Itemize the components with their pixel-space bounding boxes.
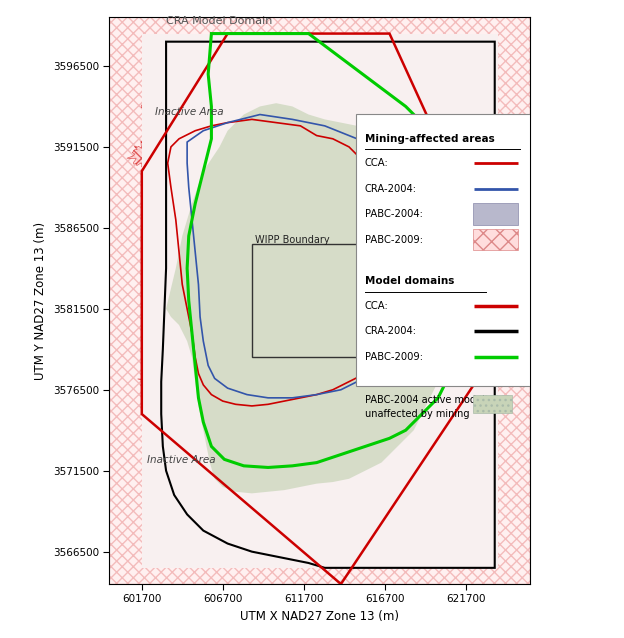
- Polygon shape: [213, 138, 319, 202]
- Polygon shape: [295, 331, 322, 352]
- Polygon shape: [212, 164, 261, 198]
- FancyBboxPatch shape: [473, 395, 512, 413]
- Text: Inactive Area: Inactive Area: [147, 455, 215, 464]
- Polygon shape: [166, 103, 470, 493]
- Polygon shape: [364, 348, 413, 383]
- Polygon shape: [323, 214, 424, 287]
- Text: PABC-2009:: PABC-2009:: [365, 235, 423, 244]
- X-axis label: UTM X NAD27 Zone 13 (m): UTM X NAD27 Zone 13 (m): [240, 610, 399, 623]
- Polygon shape: [203, 229, 271, 278]
- Polygon shape: [142, 34, 498, 568]
- Polygon shape: [338, 414, 376, 444]
- Polygon shape: [248, 244, 272, 260]
- Polygon shape: [355, 175, 386, 199]
- Polygon shape: [221, 274, 334, 354]
- Text: PABC-2004:: PABC-2004:: [365, 209, 423, 219]
- Text: Model domains: Model domains: [365, 276, 454, 286]
- Polygon shape: [475, 341, 497, 358]
- Text: CRA-2004:: CRA-2004:: [365, 326, 417, 336]
- Polygon shape: [144, 195, 168, 212]
- Text: CRA Model Domain: CRA Model Domain: [166, 16, 273, 26]
- Polygon shape: [419, 121, 476, 160]
- FancyBboxPatch shape: [473, 229, 518, 250]
- Polygon shape: [454, 160, 485, 182]
- FancyBboxPatch shape: [356, 114, 530, 386]
- Text: CCA:: CCA:: [365, 158, 389, 168]
- Polygon shape: [147, 292, 177, 313]
- Polygon shape: [216, 358, 240, 373]
- Polygon shape: [221, 480, 235, 495]
- Text: CRA-2004:: CRA-2004:: [365, 184, 417, 193]
- Polygon shape: [210, 379, 279, 418]
- Polygon shape: [253, 336, 283, 362]
- Polygon shape: [310, 131, 395, 181]
- Text: Inactive Area: Inactive Area: [155, 107, 223, 117]
- Polygon shape: [137, 370, 172, 392]
- Polygon shape: [305, 305, 394, 362]
- Polygon shape: [296, 200, 354, 239]
- Polygon shape: [144, 486, 167, 506]
- Polygon shape: [360, 285, 384, 300]
- Polygon shape: [176, 356, 201, 376]
- Polygon shape: [290, 159, 330, 186]
- Polygon shape: [466, 274, 494, 293]
- Polygon shape: [127, 141, 165, 167]
- Text: CCA Model
Domain: CCA Model Domain: [446, 179, 495, 238]
- Polygon shape: [141, 96, 168, 117]
- FancyBboxPatch shape: [473, 204, 518, 225]
- Polygon shape: [147, 436, 178, 456]
- Polygon shape: [188, 322, 219, 343]
- Polygon shape: [323, 255, 360, 281]
- Polygon shape: [241, 383, 261, 396]
- Polygon shape: [339, 341, 361, 356]
- Text: PABC-2004 active model
unaffected by mining: PABC-2004 active model unaffected by min…: [365, 396, 485, 419]
- Text: PABC-2009:: PABC-2009:: [365, 352, 423, 362]
- Polygon shape: [286, 274, 315, 295]
- Polygon shape: [109, 17, 530, 584]
- Y-axis label: UTM Y NAD27 Zone 13 (m): UTM Y NAD27 Zone 13 (m): [34, 221, 47, 380]
- Text: Mining-affected areas: Mining-affected areas: [365, 133, 495, 144]
- Text: CCA:: CCA:: [365, 300, 389, 311]
- Text: WIPP Boundary: WIPP Boundary: [255, 235, 329, 245]
- Polygon shape: [389, 170, 439, 204]
- Polygon shape: [452, 243, 474, 260]
- Polygon shape: [264, 408, 325, 453]
